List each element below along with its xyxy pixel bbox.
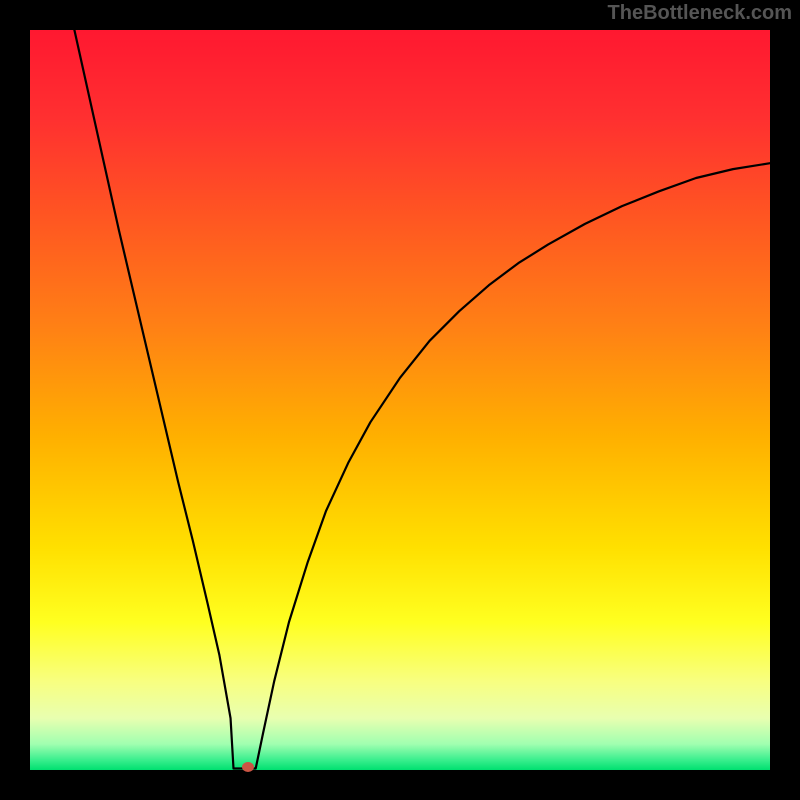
bottleneck-curve <box>74 30 770 769</box>
optimal-point-marker <box>242 762 254 772</box>
chart-container: TheBottleneck.com <box>0 0 800 800</box>
watermark-text: TheBottleneck.com <box>608 2 792 25</box>
curve-overlay <box>0 0 800 800</box>
